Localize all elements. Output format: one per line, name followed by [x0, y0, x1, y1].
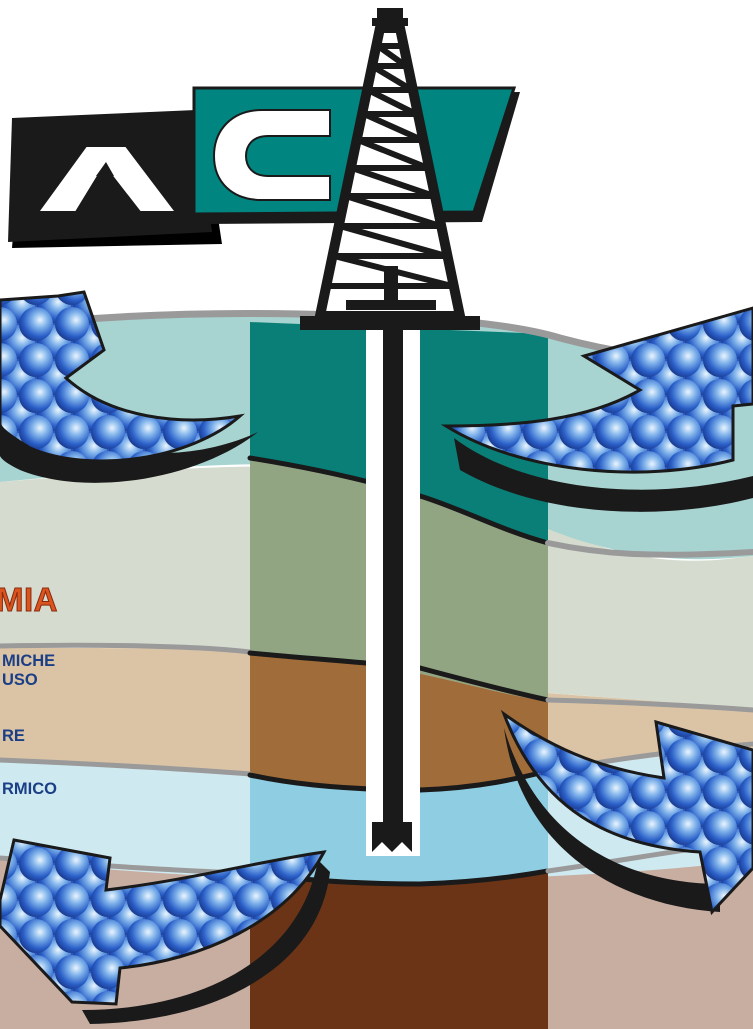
drill-bit [372, 822, 412, 852]
drilling-rig-icon [300, 8, 480, 856]
flow-arrows [0, 290, 753, 1024]
caption-line-2: USO [2, 671, 38, 689]
heading-fragment: MIA [0, 581, 58, 618]
caption-line-1: MICHE [2, 652, 56, 670]
caption-line-3: RE [2, 727, 25, 745]
drill-pipe [383, 330, 403, 826]
flow-arrow-icon [0, 290, 258, 483]
flow-arrow-icon [0, 838, 330, 1024]
flow-arrow-icon [500, 709, 753, 916]
logo-letter-a-notch [96, 162, 114, 176]
logo-letter-c [212, 109, 331, 201]
caption-line-4: RMICO [2, 780, 57, 798]
flow-arrow-icon [440, 306, 753, 512]
logo-letter-a [36, 145, 179, 213]
